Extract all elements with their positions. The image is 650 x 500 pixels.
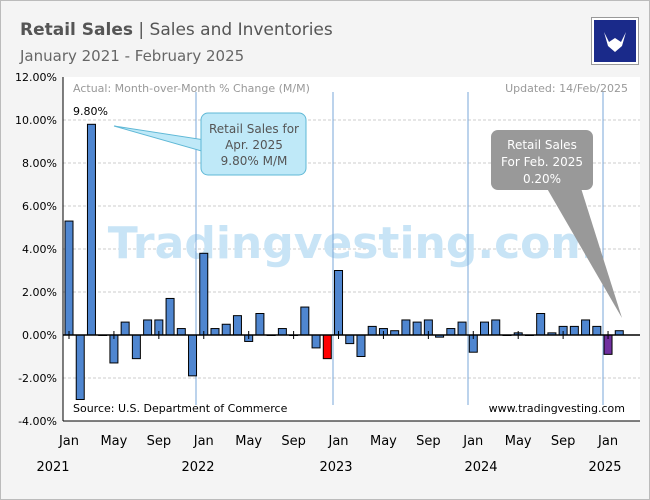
y-tick-label: 8.00% xyxy=(22,157,57,170)
bar xyxy=(176,328,186,336)
bar xyxy=(143,319,153,336)
y-tick-label: 12.00% xyxy=(15,71,57,84)
y-tick-label: -4.00% xyxy=(18,415,57,428)
callout2-text: Retail Sales xyxy=(507,138,577,152)
bar xyxy=(446,328,456,336)
bar xyxy=(356,334,366,357)
x-tick-label: Sep xyxy=(416,434,441,449)
bar xyxy=(199,252,209,336)
site-label: www.tradingvesting.com xyxy=(489,402,625,415)
x-tick-label: Sep xyxy=(551,434,576,449)
x-tick-label: Jan xyxy=(462,434,483,449)
y-tick-label: 2.00% xyxy=(22,286,57,299)
x-tick-label: May xyxy=(505,434,532,449)
bar xyxy=(412,321,422,336)
chart-subtitle: Actual: Month-over-Month % Change (M/M) xyxy=(73,82,310,95)
bar xyxy=(131,334,141,360)
bar xyxy=(401,319,411,336)
year-label: 2025 xyxy=(588,460,621,475)
max-value-label: 9.80% xyxy=(73,105,108,118)
bar xyxy=(322,334,332,360)
x-tick-label: Sep xyxy=(147,434,172,449)
callout2-text: For Feb. 2025 xyxy=(501,155,583,169)
bar xyxy=(210,328,220,336)
x-tick-label: May xyxy=(235,434,262,449)
x-tick-label: Jan xyxy=(58,434,79,449)
chart-subtitle: January 2021 - February 2025 xyxy=(20,47,245,65)
bar xyxy=(109,334,119,364)
year-label: 2022 xyxy=(181,460,214,475)
callout2-box xyxy=(491,130,593,190)
y-tick-label: 4.00% xyxy=(22,243,57,256)
callout-box xyxy=(200,112,307,176)
bar xyxy=(75,334,85,400)
source-label: Source: U.S. Department of Commerce xyxy=(73,402,288,415)
bar xyxy=(277,328,287,336)
y-tick-label: 6.00% xyxy=(22,200,57,213)
bar xyxy=(345,334,355,345)
bar xyxy=(592,325,602,336)
year-label: 2021 xyxy=(36,460,69,475)
bar xyxy=(334,270,344,336)
bar xyxy=(581,319,591,336)
x-tick-label: Sep xyxy=(281,434,306,449)
bar xyxy=(569,325,579,336)
callout2-text: 0.20% xyxy=(523,172,561,186)
bar xyxy=(86,123,96,336)
year-label: 2023 xyxy=(319,460,352,475)
x-tick-label: May xyxy=(370,434,397,449)
bar xyxy=(491,319,501,336)
bar xyxy=(367,325,377,336)
bar xyxy=(480,321,490,336)
logo-icon xyxy=(592,18,638,64)
x-tick-label: Jan xyxy=(327,434,348,449)
y-tick-label: 10.00% xyxy=(15,114,57,127)
bar xyxy=(188,334,198,377)
bar xyxy=(221,323,231,336)
bar xyxy=(232,315,242,336)
year-label: 2024 xyxy=(464,460,497,475)
bar xyxy=(255,313,265,336)
callout2-pointer xyxy=(545,185,622,318)
callout-text: Retail Sales for xyxy=(209,122,299,136)
x-tick-label: Jan xyxy=(597,434,618,449)
chart-title: Retail Sales | Sales and Inventories xyxy=(20,20,333,40)
watermark: Tradingvesting.com xyxy=(108,218,597,269)
y-tick-label: 0.00% xyxy=(22,329,57,342)
bar xyxy=(120,321,130,336)
bar xyxy=(64,220,74,336)
callout-text: 9.80% M/M xyxy=(221,154,288,168)
callout-text: Apr. 2025 xyxy=(225,138,283,152)
bar xyxy=(311,334,321,349)
updated-label: Updated: 14/Feb/2025 xyxy=(505,82,628,95)
bar xyxy=(536,313,546,336)
bar xyxy=(457,321,467,336)
x-tick-label: Jan xyxy=(193,434,214,449)
bar xyxy=(300,306,310,336)
x-tick-label: May xyxy=(100,434,127,449)
bar xyxy=(165,297,175,336)
y-tick-label: -2.00% xyxy=(18,372,57,385)
